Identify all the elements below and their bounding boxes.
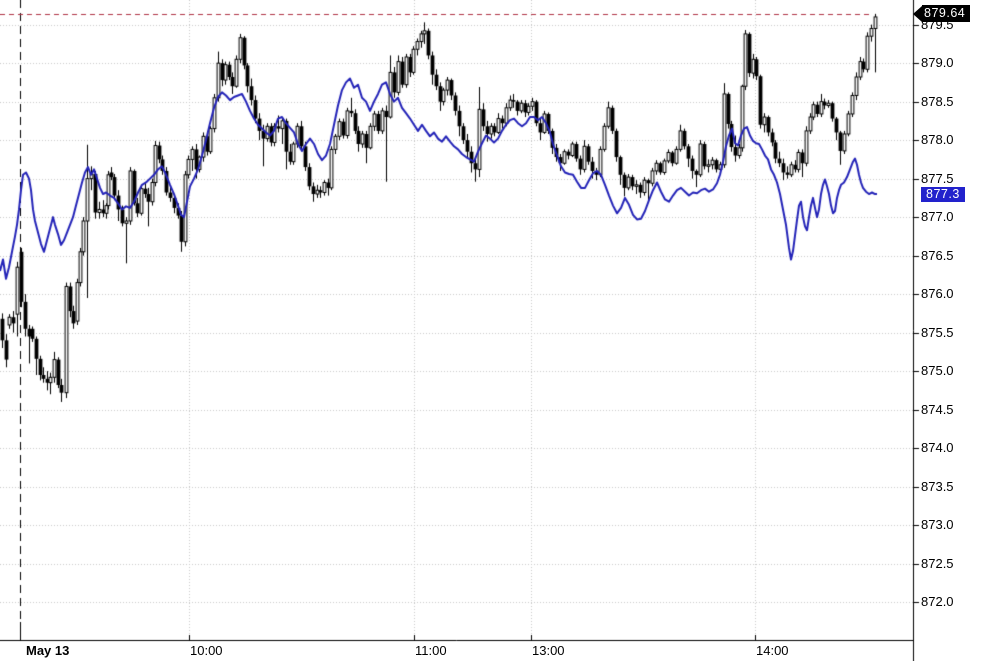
x-axis-label: 13:00 — [532, 643, 565, 658]
x-axis-label: May 13 — [26, 643, 70, 658]
y-axis-label: 879.0 — [921, 55, 954, 71]
y-axis-label: 874.5 — [921, 401, 954, 417]
last-price-tag-value: 879.64 — [922, 5, 971, 23]
y-axis-label: 874.0 — [921, 440, 954, 456]
y-axis-label: 878.0 — [921, 132, 954, 148]
y-axis-label: 878.5 — [921, 93, 954, 109]
tag-arrow-icon — [913, 5, 922, 22]
y-axis-label: 872.5 — [921, 555, 954, 571]
y-axis-label: 873.5 — [921, 478, 954, 494]
y-axis-label: 875.0 — [921, 363, 954, 379]
y-axis-label: 872.0 — [921, 594, 954, 610]
y-axis-label: 876.5 — [921, 247, 954, 263]
y-axis-label: 877.0 — [921, 209, 954, 225]
last-price-tag: 879.64 — [913, 5, 971, 23]
y-axis-label: 877.5 — [921, 170, 954, 186]
x-axis-label: 10:00 — [190, 643, 223, 658]
y-axis-label: 875.5 — [921, 324, 954, 340]
x-axis-label: 14:00 — [756, 643, 789, 658]
x-axis-label: 11:00 — [415, 643, 447, 658]
y-axis-label: 876.0 — [921, 286, 954, 302]
y-axis-label: 873.0 — [921, 517, 954, 533]
overlay-line-value-tag: 877.3 — [921, 186, 965, 202]
